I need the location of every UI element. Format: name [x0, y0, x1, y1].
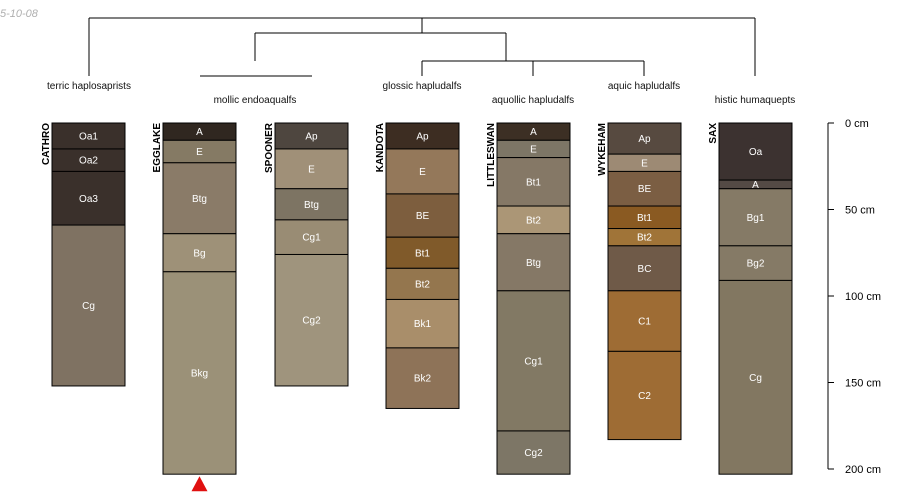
- horizon-label: E: [641, 158, 648, 169]
- horizon-label: Cg1: [524, 356, 543, 367]
- horizon-label: Btg: [192, 194, 207, 205]
- horizon-label: A: [196, 127, 203, 138]
- horizon-label: BE: [638, 184, 652, 195]
- profile-name: SPOONER: [264, 122, 275, 173]
- horizon-label: E: [419, 167, 426, 178]
- horizon-label: Bg: [193, 248, 205, 259]
- horizon-be: [385, 193, 460, 238]
- horizon-label: Bg2: [747, 259, 765, 270]
- horizon-label: Btg: [304, 200, 319, 211]
- horizon-label: BC: [638, 264, 652, 275]
- horizon-bk2: [385, 347, 460, 409]
- depth-tick-label: 200 cm: [845, 464, 881, 476]
- horizon-label: Ap: [638, 134, 651, 145]
- horizon-label: Bt2: [637, 233, 652, 244]
- horizon-c2: [607, 350, 682, 441]
- horizon-label: Cg: [82, 301, 95, 312]
- horizon-bc: [607, 245, 682, 292]
- horizon-cg: [51, 224, 126, 387]
- horizon-cg1: [274, 219, 349, 255]
- horizon-label: Bt2: [415, 279, 430, 290]
- horizon-cg1: [496, 290, 571, 432]
- horizon-label: Bk1: [414, 319, 432, 330]
- horizon-bg: [162, 233, 237, 273]
- horizon-label: E: [530, 144, 537, 155]
- date-stamp: 5-10-08: [0, 8, 38, 20]
- depth-tick-label: 0 cm: [845, 118, 869, 130]
- horizon-label: Bt2: [526, 215, 541, 226]
- horizon-label: Oa1: [79, 131, 98, 142]
- horizon-label: Bk2: [414, 374, 432, 385]
- horizon-bkg: [162, 271, 237, 475]
- taxon-label: mollic endoaqualfs: [214, 95, 297, 106]
- horizon-label: Cg2: [302, 316, 321, 327]
- depth-tick-label: 150 cm: [845, 378, 881, 390]
- depth-tick-label: 50 cm: [845, 205, 875, 217]
- horizon-label: Cg2: [524, 448, 543, 459]
- horizon-btg: [162, 162, 237, 235]
- horizon-label: C2: [638, 391, 651, 402]
- horizon-label: E: [308, 164, 315, 175]
- horizon-c1: [607, 290, 682, 352]
- horizon-label: Bkg: [191, 368, 208, 379]
- horizon-label: Oa2: [79, 156, 98, 167]
- horizon-label: C1: [638, 317, 651, 328]
- horizon-bg2: [718, 245, 793, 281]
- profile-name: WYKEHAM: [597, 123, 608, 176]
- horizon-bk1: [385, 298, 460, 349]
- horizon-cg: [718, 279, 793, 475]
- horizon-bg1: [718, 188, 793, 247]
- horizon-label: E: [196, 147, 203, 158]
- horizon-label: Bt1: [637, 213, 652, 224]
- taxon-label: terric haplosaprists: [47, 81, 131, 92]
- profile-name: KANDOTA: [375, 123, 386, 172]
- taxon-label: glossic hapludalfs: [383, 81, 462, 92]
- profile-name: SAX: [708, 123, 719, 144]
- horizon-label: Oa3: [79, 194, 98, 205]
- horizon-e: [385, 148, 460, 195]
- horizon-label: Ap: [416, 131, 429, 142]
- taxon-label: aquollic hapludalfs: [492, 95, 574, 106]
- horizon-label: BE: [416, 211, 430, 222]
- horizon-e: [274, 148, 349, 190]
- horizon-cg2: [274, 253, 349, 387]
- horizon-cg2: [496, 430, 571, 475]
- horizon-label: Bt1: [415, 248, 430, 259]
- depth-tick-label: 100 cm: [845, 291, 881, 303]
- horizon-label: Btg: [526, 258, 541, 269]
- horizon-btg: [274, 188, 349, 221]
- horizon-label: A: [752, 180, 759, 191]
- profile-name: CATHRO: [41, 123, 52, 165]
- horizon-label: A: [530, 127, 537, 138]
- horizon-ap: [274, 122, 349, 150]
- horizon-label: Cg: [749, 373, 762, 384]
- horizon-label: Ap: [305, 131, 318, 142]
- taxon-label: histic humaquepts: [715, 95, 796, 106]
- horizon-label: Oa: [749, 147, 763, 158]
- profile-name: LITTLESWAN: [486, 123, 497, 187]
- profile-name: EGGLAKE: [152, 123, 163, 173]
- horizon-label: Bg1: [747, 213, 765, 224]
- warning-triangle-icon: [191, 476, 208, 492]
- horizon-oa3: [51, 170, 126, 226]
- horizon-label: Bt1: [526, 177, 541, 188]
- horizon-oa1: [51, 122, 126, 150]
- taxon-label: aquic hapludalfs: [608, 81, 680, 92]
- horizon-be: [607, 170, 682, 207]
- horizon-label: Cg1: [302, 233, 321, 244]
